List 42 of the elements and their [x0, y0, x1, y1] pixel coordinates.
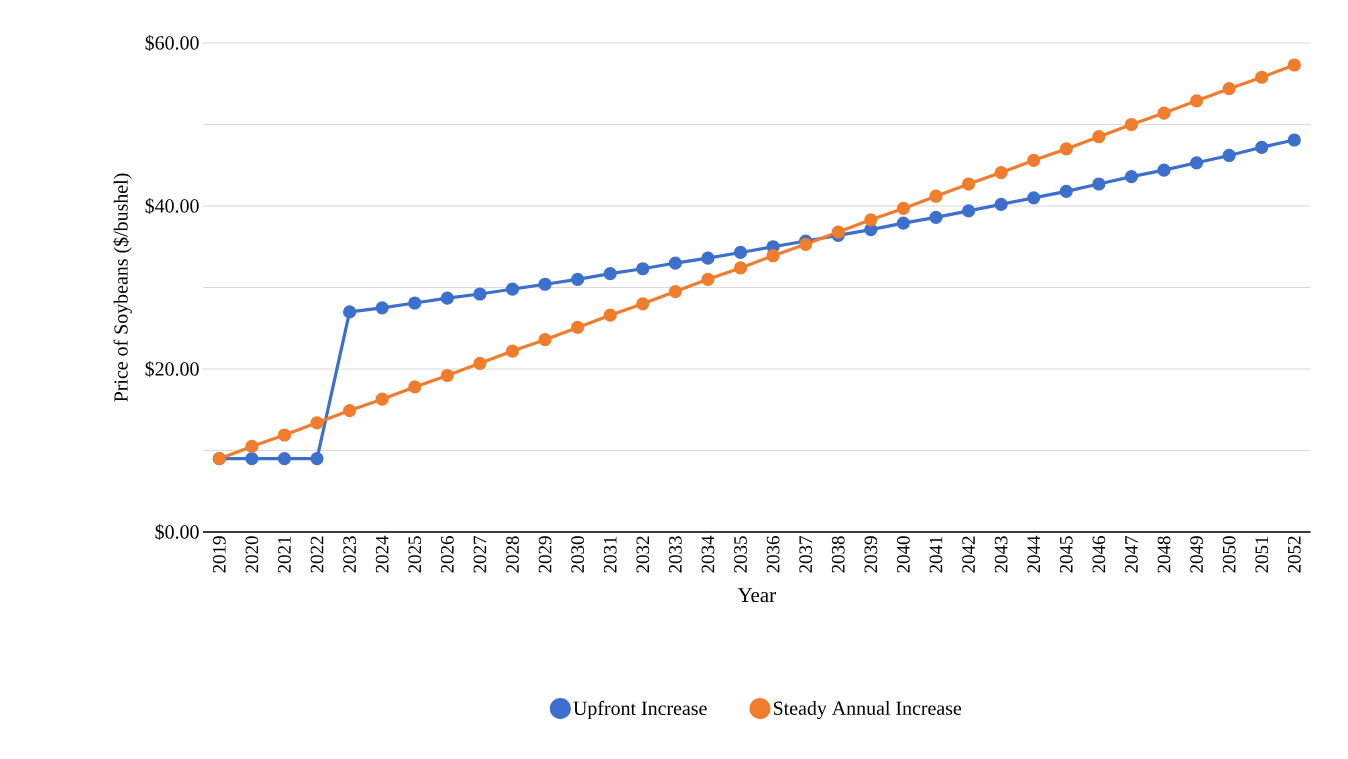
x-tick-label: 2046 — [1092, 536, 1106, 573]
x-tick-label: 2036 — [766, 536, 780, 573]
x-tick-label: 2049 — [1190, 536, 1203, 573]
y-tick-label: $60.00 — [145, 35, 199, 51]
y-tick-label: $0.00 — [155, 524, 199, 540]
x-tick-label: 2023 — [343, 536, 356, 573]
x-tick-label: 2045 — [1059, 536, 1073, 573]
x-tick-label: 2050 — [1222, 536, 1236, 573]
x-tick-label: 2034 — [701, 535, 715, 573]
x-tick-label: 2043 — [994, 536, 1008, 573]
x-tick-label: 2028 — [506, 536, 519, 573]
x-tick-label: 2029 — [538, 536, 552, 573]
y-tick-label: $20.00 — [145, 361, 199, 377]
legend-label: Upfront Increase — [573, 700, 707, 720]
x-tick-label: 2035 — [734, 536, 747, 573]
x-tick-label: 2025 — [408, 536, 422, 573]
x-tick-label: 2019 — [212, 536, 226, 573]
x-tick-label: 2037 — [799, 536, 813, 573]
x-tick-label: 2027 — [473, 536, 487, 573]
x-tick-label: 2030 — [571, 536, 585, 573]
x-tick-label: 2022 — [310, 536, 324, 573]
x-tick-label: 2052 — [1287, 536, 1301, 573]
legend-label: Steady Annual Increase — [773, 700, 962, 720]
x-axis-title: Year — [737, 588, 776, 603]
x-tick-label: 2031 — [603, 536, 617, 573]
x-tick-label: 2044 — [1027, 535, 1041, 573]
x-tick-label: 2038 — [831, 536, 845, 573]
x-tick-label: 2026 — [440, 536, 454, 573]
x-tick-label: 2041 — [929, 536, 943, 573]
y-axis-title: Price of Soybeans ($/bushel) — [113, 173, 132, 402]
x-tick-label: 2039 — [864, 536, 878, 573]
x-tick-label: 2032 — [636, 536, 650, 573]
x-tick-label: 2042 — [962, 536, 975, 573]
x-tick-label: 2047 — [1125, 536, 1138, 573]
x-tick-label: 2051 — [1255, 536, 1269, 573]
x-tick-label: 2020 — [245, 536, 259, 573]
x-tick-label: 2024 — [375, 535, 389, 573]
x-tick-label: 2040 — [897, 536, 910, 573]
x-tick-label: 2021 — [278, 536, 291, 573]
y-tick-label: $40.00 — [145, 198, 199, 214]
x-tick-label: 2033 — [668, 536, 682, 573]
x-tick-label: 2048 — [1157, 536, 1171, 573]
